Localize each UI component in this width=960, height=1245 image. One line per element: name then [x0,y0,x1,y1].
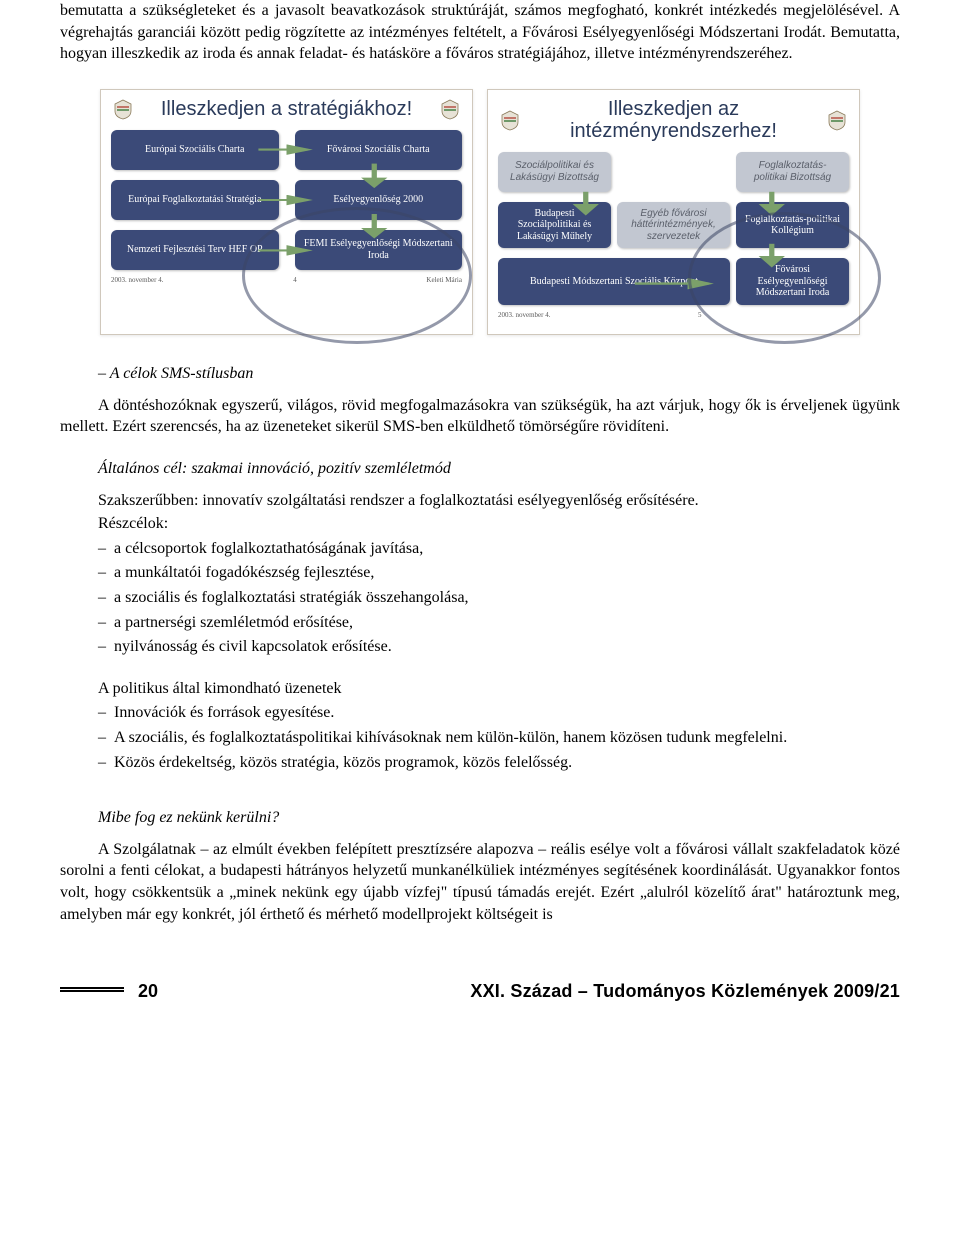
list-item: nyilvánosság és civil kapcsolatok erősít… [98,636,900,658]
panel-b-title: Illeszkedjen az intézményrendszerhez! [530,98,817,142]
diagram-node: Budapesti Módszertani Szociális Központ [498,258,730,305]
list-item: Közös érdekeltség, közös stratégia, közö… [98,752,900,774]
general-goal-line: Szakszerűbben: innovatív szolgáltatási r… [98,490,900,512]
page-number: 20 [138,979,158,1003]
diagram-node: Európai Foglalkoztatási Stratégia [111,180,279,220]
panel-b-foot-left: 2003. november 4. [498,311,551,320]
panel-a-foot-left: 2003. november 4. [111,276,164,285]
diagram-node: Európai Szociális Charta [111,130,279,170]
crest-icon [825,109,849,131]
diagram-node: Fővárosi Szociális Charta [295,130,463,170]
subgoals-list: a célcsoportok foglalkoztathatóságának j… [98,538,900,658]
panel-strategies: Illeszkedjen a stratégiákhoz! [100,89,473,335]
list-item: A szociális, és foglalkoztatáspolitikai … [98,727,900,749]
page-footer: 20 XXI. Század – Tudományos Közlemények … [60,979,900,1003]
list-item: a partnerségi szemléletmód erősítése, [98,612,900,634]
sms-paragraph: A döntéshozóknak egyszerű, világos, rövi… [60,395,900,438]
politician-label: A politikus által kimondható üzenetek [98,678,900,700]
cost-heading: Mibe fog ez nekünk kerülni? [98,807,900,829]
diagram-node: Fővárosi Esélyegyenlőségi Módszertani Ir… [736,258,849,305]
panel-a-foot-right: Keleti Mária [426,276,462,285]
diagram-node: Budapesti Szociálpolitikai és Lakásügyi … [498,202,611,249]
footer-rule [60,990,124,992]
diagram-node: Foglalkoztatás-politikai Bizottság [736,152,849,192]
list-item: a célcsoportok foglalkoztathatóságának j… [98,538,900,560]
cost-paragraph: A Szolgálatnak – az elmúlt években felép… [60,839,900,925]
diagram-node: Foglalkoztatás-politikai Kollégium [736,202,849,249]
diagram-node: FEMI Esélyegyenlőségi Módszertani Iroda [295,230,463,270]
politician-list: Innovációk és források egyesítése. A szoc… [98,702,900,773]
list-item: Innovációk és források egyesítése. [98,702,900,724]
crest-icon [111,98,135,120]
general-goal-heading: Általános cél: szakmai innováció, pozití… [98,458,900,480]
diagram-node: Esélyegyenlőség 2000 [295,180,463,220]
crest-icon [438,98,462,120]
list-item: a szociális és foglalkoztatási stratégiá… [98,587,900,609]
list-item: a munkáltatói fogadókészség fejlesztése, [98,562,900,584]
subgoals-label: Részcélok: [98,513,900,535]
sms-heading: – A célok SMS-stílusban [98,363,900,385]
crest-icon [498,109,522,131]
panel-institutions: Illeszkedjen az intézményrendszerhez! Sz… [487,89,860,335]
intro-paragraph: bemutatta a szükségleteket és a javasolt… [60,0,900,65]
figure-two-panels: Illeszkedjen a stratégiákhoz! [100,89,860,335]
diagram-node: Egyéb fővárosi háttérintézmények, szerve… [617,202,730,249]
diagram-node: Nemzeti Fejlesztési Terv HEF OP [111,230,279,270]
diagram-node: Szociálpolitikai és Lakásügyi Bizottság [498,152,611,192]
footer-title: XXI. Század – Tudományos Közlemények 200… [470,979,900,1003]
panel-a-title: Illeszkedjen a stratégiákhoz! [143,98,430,120]
